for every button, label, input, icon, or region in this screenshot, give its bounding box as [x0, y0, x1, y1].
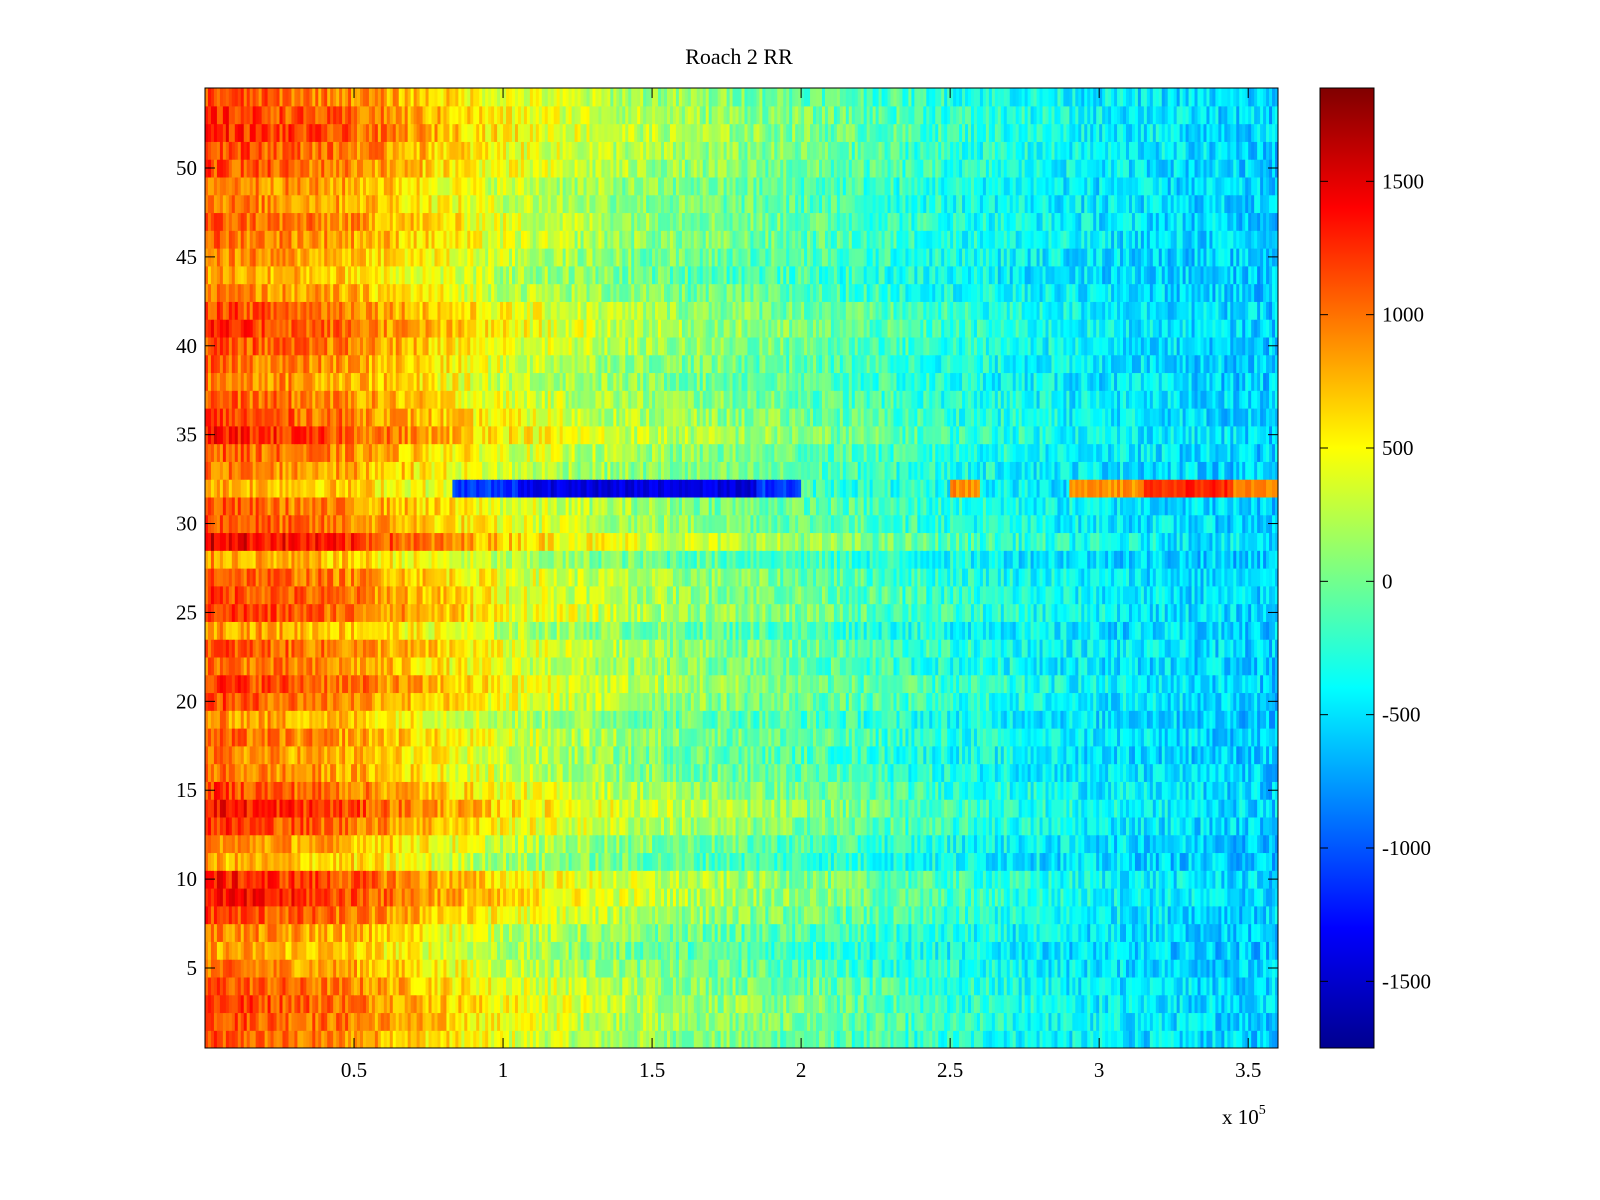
heatmap-cells: [205, 88, 1279, 1049]
chart-title: Roach 2 RR: [685, 44, 793, 69]
